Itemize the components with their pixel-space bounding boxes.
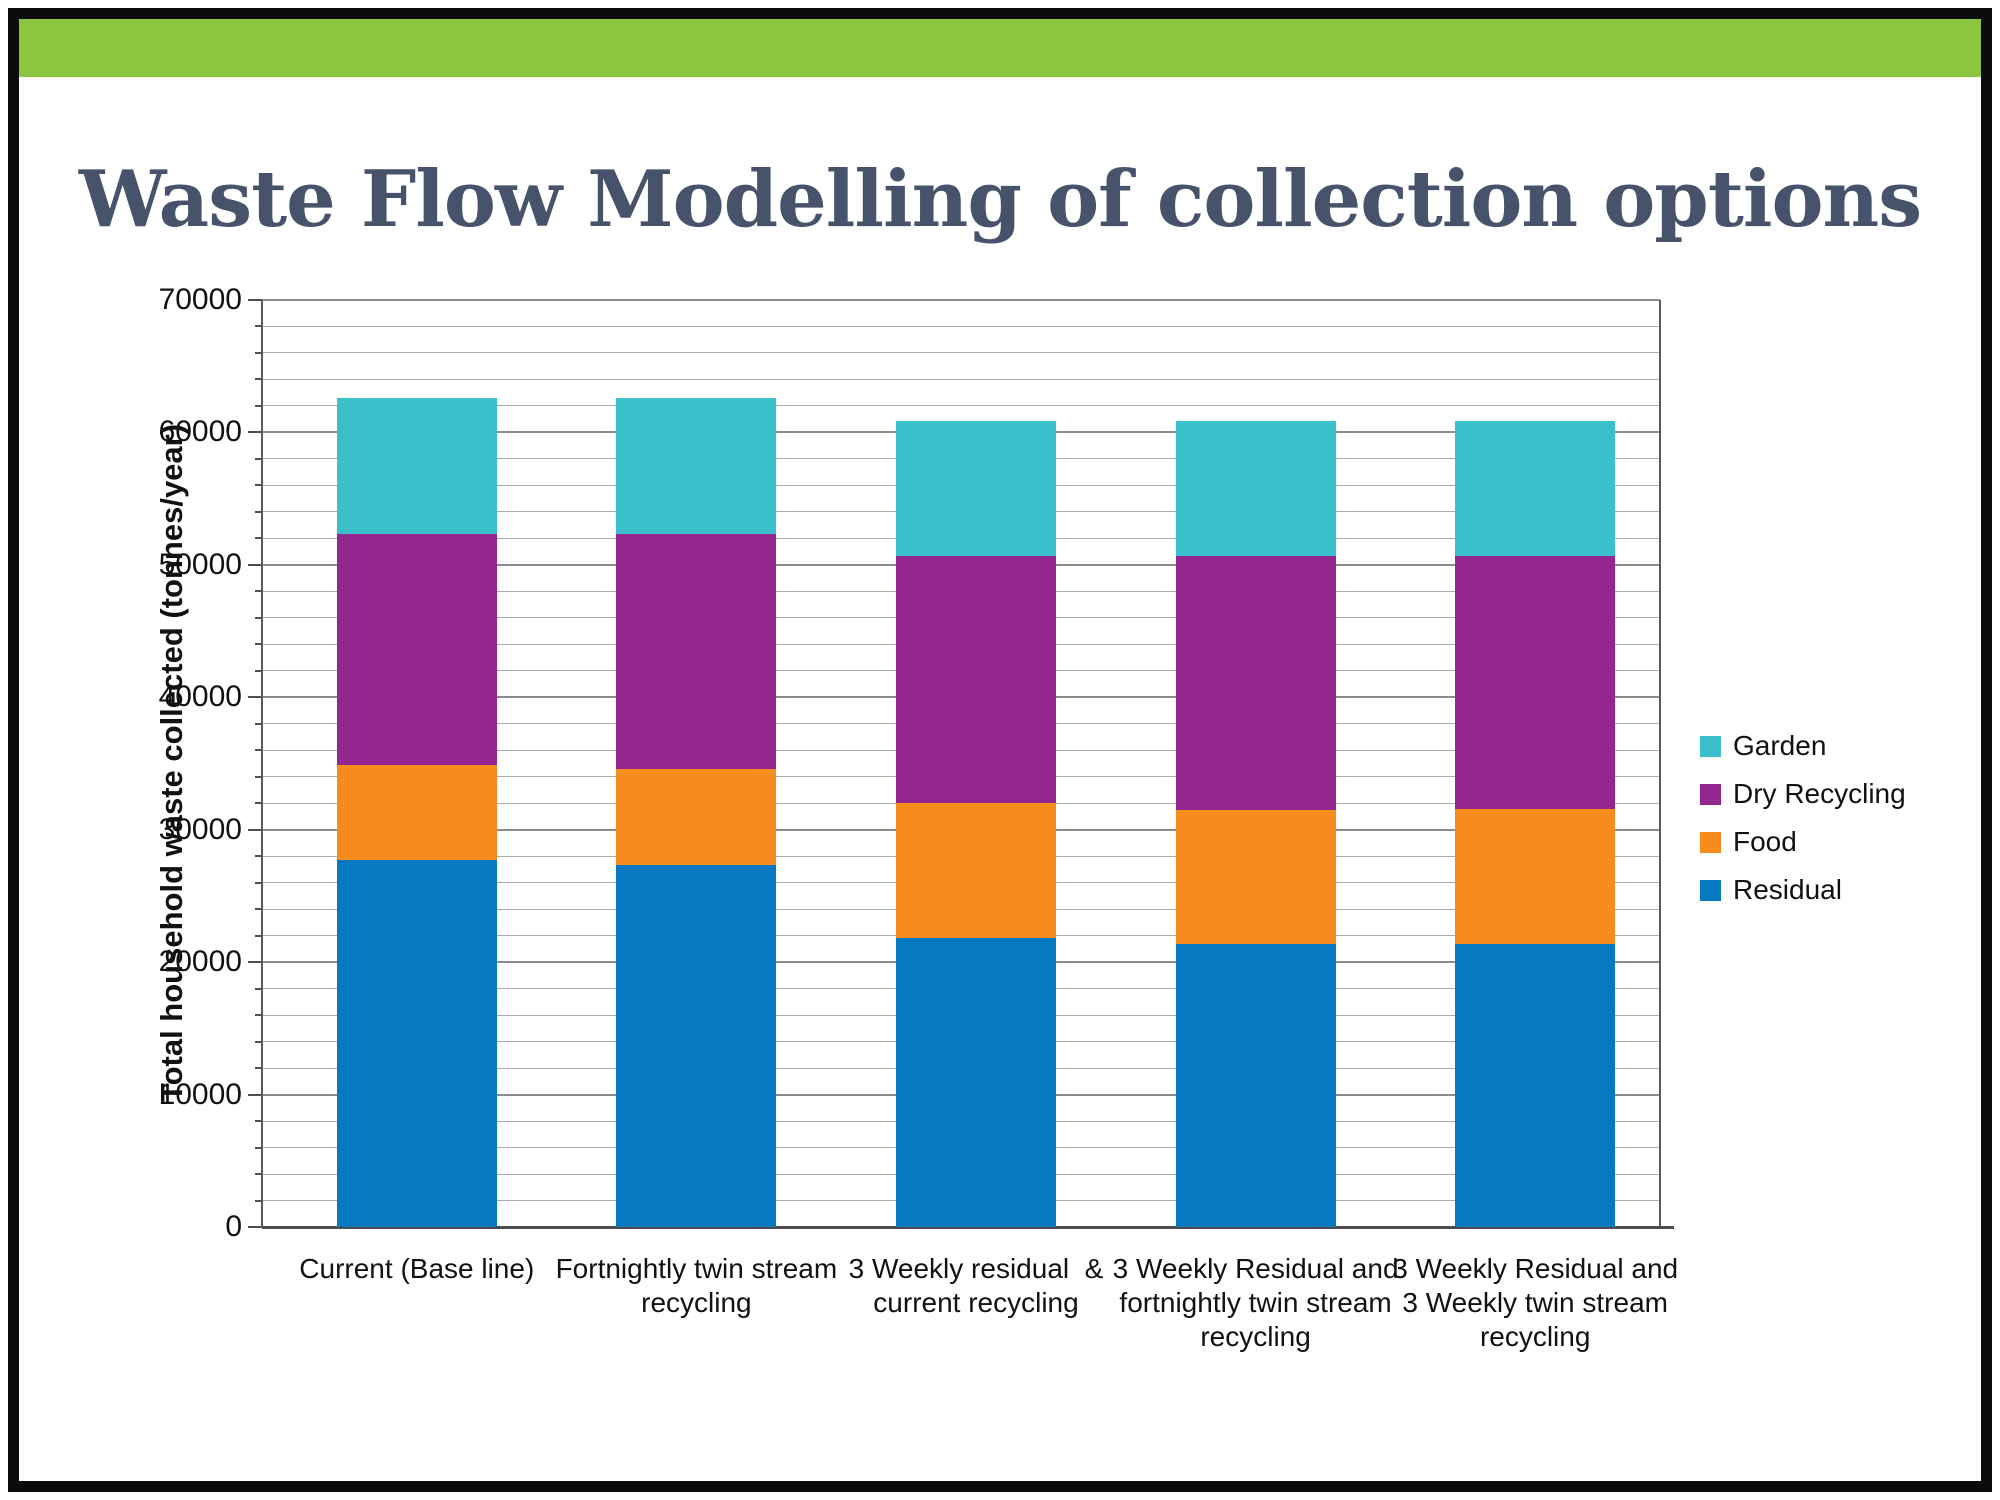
- y-minor-tick: [255, 537, 262, 540]
- y-major-tick: [248, 299, 262, 301]
- y-minor-tick: [255, 484, 262, 487]
- bar-segment-dry-recycling: [1175, 555, 1336, 810]
- bar-segment-dry-recycling: [1455, 555, 1616, 809]
- bar-segment-dry-recycling: [336, 534, 497, 765]
- page-title: Waste Flow Modelling of collection optio…: [78, 154, 1922, 246]
- bar-segment-dry-recycling: [616, 534, 777, 769]
- bar-segment-garden: [336, 397, 497, 535]
- bar-segment-dry-recycling: [896, 555, 1056, 804]
- y-minor-tick: [255, 1120, 262, 1123]
- y-minor-tick: [255, 987, 262, 990]
- y-minor-tick: [255, 325, 262, 328]
- x-axis-line: [262, 1226, 1674, 1229]
- legend-label: Food: [1733, 826, 1797, 857]
- y-minor-tick: [255, 881, 262, 884]
- y-tick-label: 40000: [158, 680, 242, 714]
- y-minor-tick: [255, 1146, 262, 1149]
- y-tick-label: 0: [225, 1210, 242, 1243]
- y-minor-tick: [255, 1040, 262, 1043]
- y-major-tick: [248, 828, 262, 831]
- y-minor-tick: [255, 934, 262, 937]
- bar-segment-garden: [1175, 420, 1336, 556]
- y-minor-tick: [255, 802, 262, 805]
- x-category-label: 3 Weekly residual & current recycling: [848, 1253, 1104, 1318]
- y-major-tick: [248, 563, 262, 566]
- bar-segment-residual: [336, 860, 497, 1227]
- bar-segment-garden: [896, 420, 1056, 556]
- y-minor-tick: [255, 669, 262, 672]
- y-tick-label: 60000: [158, 415, 242, 449]
- y-minor-tick: [255, 404, 262, 407]
- minor-gridline: [262, 325, 1660, 327]
- bar-segment-residual: [896, 938, 1056, 1227]
- legend: Garden Dry Recycling Food Residual: [1700, 722, 1906, 914]
- y-minor-tick: [255, 351, 262, 354]
- y-minor-tick: [255, 1173, 262, 1176]
- legend-item: Residual: [1700, 866, 1906, 914]
- bar-segment-residual: [1455, 943, 1616, 1227]
- y-major-tick: [248, 961, 262, 964]
- legend-label: Garden: [1733, 730, 1827, 761]
- y-minor-tick: [255, 1199, 262, 1202]
- y-axis-line: [261, 300, 263, 1227]
- y-minor-tick: [255, 590, 262, 593]
- major-gridline: [262, 299, 1660, 301]
- header-bar: [19, 19, 1981, 77]
- y-major-tick: [248, 431, 262, 434]
- y-minor-tick: [255, 749, 262, 752]
- minor-gridline: [262, 378, 1660, 380]
- y-major-tick: [248, 1093, 262, 1096]
- bar-segment-food: [1455, 808, 1616, 944]
- slide-frame: [8, 8, 1992, 1492]
- y-tick-label: 10000: [158, 1077, 242, 1111]
- y-minor-tick: [255, 457, 262, 460]
- y-minor-tick: [255, 722, 262, 725]
- y-major-tick: [248, 696, 262, 699]
- bar-segment-garden: [616, 397, 777, 535]
- bar-segment-garden: [1455, 420, 1616, 556]
- legend-swatch-dry-recycling: [1700, 783, 1721, 805]
- y-minor-tick: [255, 775, 262, 778]
- bar-segment-residual: [1175, 943, 1336, 1227]
- x-category-label: 3 Weekly Residual and 3 Weekly twin strea…: [1392, 1253, 1679, 1352]
- x-category-label: Current (Base line): [299, 1253, 535, 1284]
- y-minor-tick: [255, 1014, 262, 1017]
- y-minor-tick: [255, 616, 262, 619]
- legend-item: Dry Recycling: [1700, 770, 1906, 818]
- y-minor-tick: [255, 1067, 262, 1070]
- minor-gridline: [262, 352, 1660, 354]
- y-tick-label: 20000: [158, 945, 242, 979]
- bar-segment-food: [616, 768, 777, 866]
- y-minor-tick: [255, 643, 262, 646]
- bar-segment-food: [1175, 809, 1336, 944]
- y-tick-label: 30000: [158, 812, 242, 846]
- legend-item: Garden: [1700, 722, 1906, 770]
- bar-segment-residual: [616, 865, 777, 1227]
- x-category-label: Fortnightly twin stream recycling: [555, 1253, 838, 1318]
- y-tick-label: 50000: [158, 547, 242, 581]
- y-axis-title: Total household waste collected (tonnes/…: [154, 423, 189, 1103]
- bar-segment-food: [336, 764, 497, 861]
- bar-segment-food: [896, 803, 1056, 939]
- legend-label: Dry Recycling: [1733, 778, 1906, 809]
- legend-item: Food: [1700, 818, 1906, 866]
- legend-swatch-food: [1700, 831, 1721, 853]
- plot-right-border: [1659, 300, 1661, 1227]
- y-tick-label: 70000: [158, 283, 242, 316]
- y-major-tick: [248, 1226, 262, 1228]
- y-minor-tick: [255, 510, 262, 513]
- legend-swatch-residual: [1700, 879, 1721, 901]
- y-minor-tick: [255, 855, 262, 858]
- y-minor-tick: [255, 908, 262, 911]
- legend-swatch-garden: [1700, 735, 1721, 757]
- y-minor-tick: [255, 378, 262, 381]
- minor-gridline: [262, 405, 1660, 407]
- legend-label: Residual: [1733, 874, 1842, 905]
- x-category-label: 3 Weekly Residual and fortnightly twin st…: [1112, 1253, 1399, 1352]
